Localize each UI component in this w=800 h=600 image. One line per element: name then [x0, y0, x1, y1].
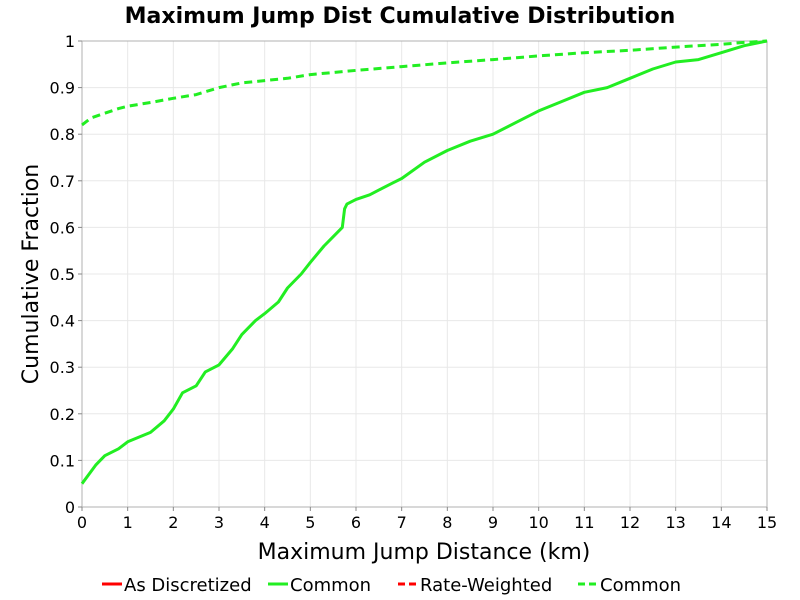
- y-tick-label: 1: [65, 32, 75, 51]
- x-tick-label: 1: [123, 513, 133, 532]
- y-tick-label: 0.7: [50, 172, 75, 191]
- series-layer: [80, 39, 768, 485]
- legend-label: Common: [290, 575, 371, 596]
- y-tick-label: 0: [65, 498, 75, 517]
- y-tick-label: 0.1: [50, 451, 75, 470]
- x-tick-label: 9: [488, 513, 498, 532]
- axis-ticks: 0 1 2 3 4 5 6 7 8 9 10 11 12 13 14 1500.10.20.30.40.50.…: [50, 32, 778, 532]
- x-axis-label: Maximum Jump Distance (km): [258, 540, 591, 565]
- y-tick-label: 0.2: [50, 405, 75, 424]
- x-tick-label: 2: [168, 513, 178, 532]
- x-tick-label: 14: [711, 513, 731, 532]
- chart-title: Maximum Jump Dist Cumulative Distributio…: [125, 4, 676, 29]
- y-tick-label: 0.5: [50, 265, 75, 284]
- y-axis-label: Cumulative Fraction: [19, 164, 44, 384]
- series-line-common-dashed: [81, 39, 768, 127]
- y-tick-label: 0.9: [50, 79, 75, 98]
- legend-label: Rate-Weighted: [420, 575, 552, 596]
- x-tick-label: 5: [305, 513, 315, 532]
- x-tick-label: 4: [260, 513, 270, 532]
- grid-lines: [81, 40, 768, 508]
- y-tick-label: 0.8: [50, 125, 75, 144]
- x-tick-label: 8: [442, 513, 452, 532]
- x-tick-label: 0: [77, 513, 87, 532]
- legend-label: Common: [600, 575, 681, 596]
- x-tick-label: 13: [665, 513, 685, 532]
- series-line-common-solid: [80, 39, 768, 485]
- x-tick-label: 7: [397, 513, 407, 532]
- legend-label: As Discretized: [124, 575, 252, 596]
- x-tick-label: 6: [351, 513, 361, 532]
- x-tick-label: 10: [528, 513, 548, 532]
- y-tick-label: 0.6: [50, 218, 75, 237]
- x-tick-label: 15: [757, 513, 777, 532]
- y-tick-label: 0.4: [50, 312, 75, 331]
- legend: As Discretized Common Rate-Weighted Common: [102, 575, 681, 596]
- y-tick-label: 0.3: [50, 358, 75, 377]
- x-tick-label: 11: [574, 513, 594, 532]
- x-tick-label: 12: [620, 513, 640, 532]
- x-tick-label: 3: [214, 513, 224, 532]
